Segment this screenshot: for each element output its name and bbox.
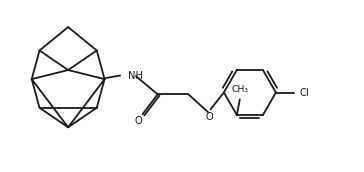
Text: O: O [134, 116, 142, 126]
Text: O: O [206, 112, 213, 122]
Text: Cl: Cl [300, 88, 309, 98]
Text: CH₃: CH₃ [231, 85, 248, 94]
Text: NH: NH [128, 71, 143, 80]
